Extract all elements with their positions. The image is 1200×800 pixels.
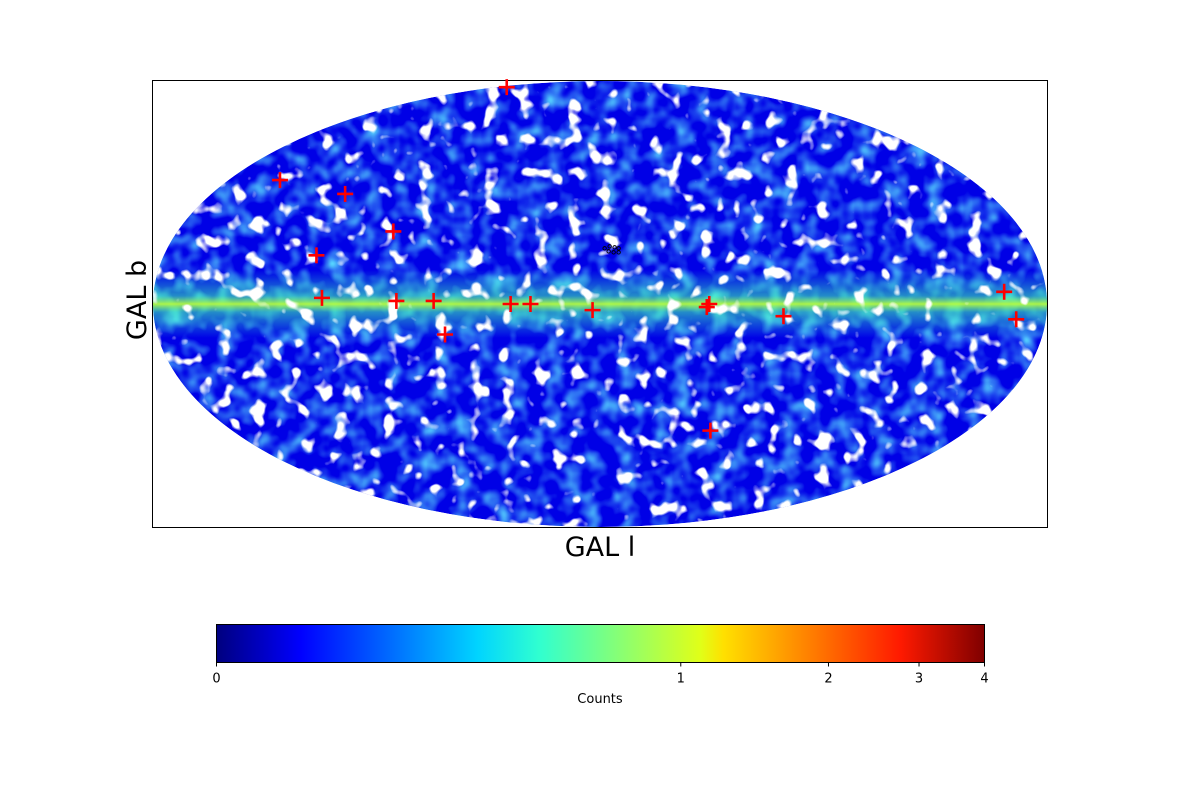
colorbar-label: Counts bbox=[577, 692, 623, 707]
unexposed-regions bbox=[153, 81, 1047, 527]
sky-map bbox=[152, 79, 1048, 528]
source-marker-15 bbox=[775, 308, 792, 325]
cluster-circle-2 bbox=[607, 244, 612, 249]
map-frame bbox=[152, 80, 1048, 528]
colorbar-tick-label-2: 2 bbox=[824, 672, 832, 687]
colorbar-ticks: 0 1 2 3 4 bbox=[212, 662, 989, 687]
cluster-circle-6 bbox=[611, 250, 616, 255]
source-marker-3 bbox=[337, 185, 354, 202]
source-marker-10 bbox=[502, 296, 519, 312]
colorbar-tick-label-0: 0 bbox=[212, 672, 220, 687]
source-marker-11 bbox=[522, 296, 539, 312]
source-marker-13 bbox=[701, 296, 718, 312]
source-marker-7 bbox=[388, 292, 405, 309]
source-marker-5 bbox=[308, 247, 325, 264]
source-marker-8 bbox=[425, 292, 442, 309]
cluster-circle-5 bbox=[606, 249, 611, 254]
y-axis-label: GAL b bbox=[122, 260, 153, 340]
cluster-circle-4 bbox=[616, 246, 621, 251]
colorbar-tick-label-1: 1 bbox=[677, 672, 685, 687]
source-marker-12 bbox=[584, 302, 601, 319]
cluster-circle-1 bbox=[602, 246, 607, 251]
colorbar-tick-label-4: 4 bbox=[980, 672, 988, 687]
colorbar: 0 1 2 3 4 Counts bbox=[212, 624, 989, 707]
x-axis-label: GAL l bbox=[565, 532, 636, 563]
colorbar-tick-label-3: 3 bbox=[915, 672, 923, 687]
source-marker-6 bbox=[313, 289, 330, 306]
source-marker-16 bbox=[996, 283, 1013, 300]
source-marker-14 bbox=[698, 299, 715, 316]
source-marker-1 bbox=[498, 79, 515, 96]
source-marker-2 bbox=[271, 172, 288, 189]
colorbar-gradient bbox=[216, 624, 985, 663]
source-cluster bbox=[602, 244, 621, 255]
source-marker-18 bbox=[702, 422, 719, 439]
source-marker-9 bbox=[437, 326, 454, 343]
cluster-circle-3 bbox=[612, 245, 617, 250]
cluster-circle-7 bbox=[616, 250, 621, 255]
source-marker-4 bbox=[385, 223, 402, 240]
source-marker-17 bbox=[1008, 311, 1025, 328]
source-markers bbox=[271, 79, 1025, 439]
